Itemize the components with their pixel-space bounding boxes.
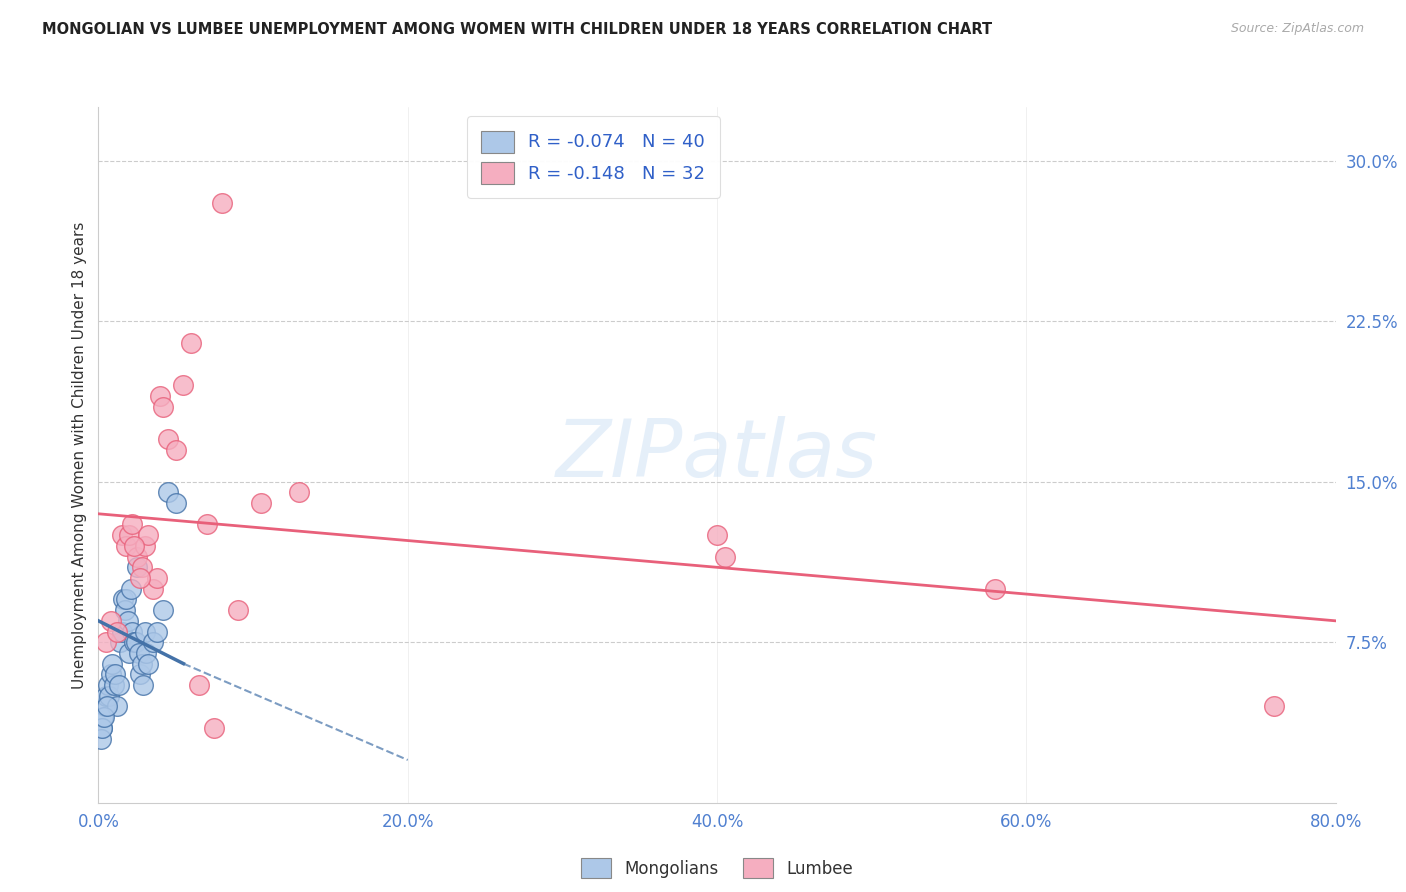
Point — [131, 560, 153, 574]
Point — [129, 571, 152, 585]
Point — [173, 378, 195, 392]
Point — [127, 560, 149, 574]
Point — [1263, 699, 1285, 714]
Point — [157, 485, 180, 500]
Point — [97, 678, 120, 692]
Point — [93, 710, 115, 724]
Point — [91, 710, 114, 724]
Point — [124, 635, 146, 649]
Point — [136, 657, 159, 671]
Point — [128, 646, 150, 660]
Point — [134, 624, 156, 639]
Point — [180, 335, 202, 350]
Point — [127, 549, 149, 564]
Point — [134, 539, 156, 553]
Point — [118, 528, 141, 542]
Point — [117, 614, 139, 628]
Point — [157, 432, 180, 446]
Point — [195, 517, 218, 532]
Point — [136, 528, 159, 542]
Text: MONGOLIAN VS LUMBEE UNEMPLOYMENT AMONG WOMEN WITH CHILDREN UNDER 18 YEARS CORREL: MONGOLIAN VS LUMBEE UNEMPLOYMENT AMONG W… — [42, 22, 993, 37]
Point — [146, 571, 169, 585]
Point — [111, 624, 134, 639]
Y-axis label: Unemployment Among Women with Children Under 18 years: Unemployment Among Women with Children U… — [72, 221, 87, 689]
Point — [96, 635, 118, 649]
Point — [135, 646, 157, 660]
Point — [250, 496, 273, 510]
Legend: Mongolians, Lumbee: Mongolians, Lumbee — [574, 851, 860, 885]
Point — [96, 689, 118, 703]
Point — [142, 635, 165, 649]
Point — [121, 517, 143, 532]
Point — [142, 582, 165, 596]
Point — [118, 646, 141, 660]
Point — [204, 721, 226, 735]
Point — [984, 582, 1007, 596]
Point — [112, 592, 135, 607]
Point — [91, 721, 114, 735]
Text: Source: ZipAtlas.com: Source: ZipAtlas.com — [1230, 22, 1364, 36]
Point — [165, 496, 187, 510]
Point — [149, 389, 172, 403]
Point — [122, 539, 145, 553]
Point — [90, 721, 112, 735]
Point — [93, 699, 115, 714]
Point — [90, 731, 112, 746]
Point — [98, 689, 121, 703]
Point — [211, 196, 233, 211]
Text: ZIPatlas: ZIPatlas — [555, 416, 879, 494]
Point — [165, 442, 187, 457]
Point — [101, 657, 124, 671]
Point — [146, 624, 169, 639]
Point — [105, 624, 128, 639]
Point — [188, 678, 211, 692]
Point — [115, 592, 138, 607]
Point — [108, 635, 131, 649]
Point — [104, 667, 127, 681]
Point — [114, 603, 136, 617]
Point — [103, 678, 125, 692]
Point — [226, 603, 249, 617]
Point — [152, 603, 174, 617]
Point — [152, 400, 174, 414]
Point — [100, 667, 122, 681]
Point — [706, 528, 728, 542]
Point — [122, 635, 145, 649]
Point — [132, 678, 155, 692]
Point — [120, 582, 142, 596]
Point — [100, 614, 122, 628]
Point — [96, 699, 118, 714]
Point — [121, 624, 143, 639]
Point — [129, 667, 152, 681]
Point — [714, 549, 737, 564]
Point — [131, 657, 153, 671]
Point — [115, 539, 138, 553]
Point — [105, 699, 128, 714]
Point — [107, 678, 129, 692]
Point — [111, 528, 134, 542]
Point — [288, 485, 311, 500]
